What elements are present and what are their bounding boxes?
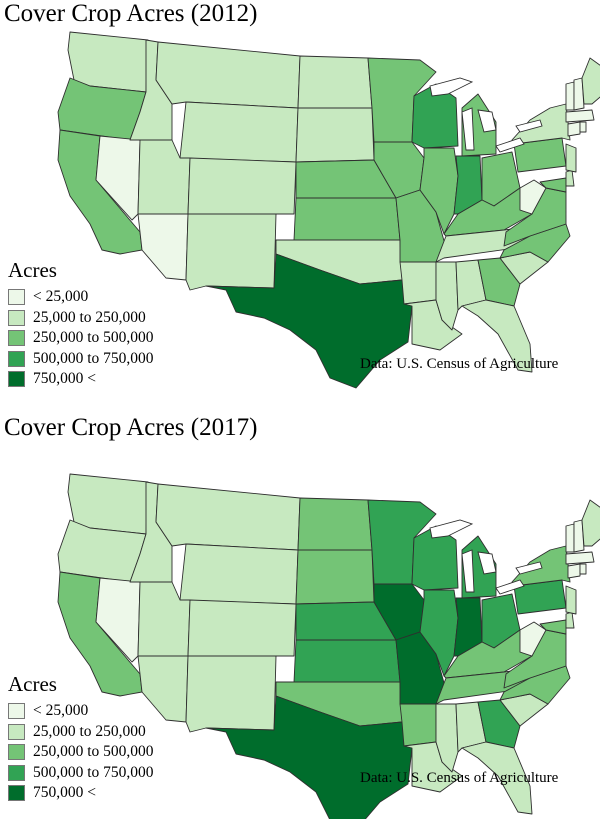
state-me [581, 499, 600, 547]
state-wy [179, 101, 299, 163]
state-co [187, 157, 297, 215]
us-choropleth-map-2017 [57, 473, 600, 819]
state-nd [297, 497, 373, 551]
state-ri [579, 121, 587, 133]
state-md [539, 177, 567, 193]
legend-swatch [8, 785, 25, 802]
state-ma [565, 109, 595, 123]
legend-label: 500,000 to 750,000 [33, 349, 154, 367]
legend-item: < 25,000 [8, 287, 154, 308]
legend-swatch [8, 289, 25, 306]
state-nj [565, 585, 577, 615]
state-ga [477, 257, 521, 307]
map-panel-2017: Cover Crop Acres (2017) Acres < 25,000 2… [0, 414, 600, 819]
us-choropleth-map-2012 [57, 31, 600, 389]
state-md [539, 619, 567, 635]
great-lake [429, 519, 474, 539]
state-nj [565, 143, 577, 173]
state-mt [155, 483, 301, 551]
legend-item: 25,000 to 250,000 [8, 308, 154, 329]
state-ct [567, 121, 581, 137]
state-sd [295, 549, 375, 605]
great-lake [477, 551, 497, 575]
legend-label: 750,000 < [33, 784, 96, 802]
legend-swatch [8, 764, 25, 781]
great-lake [429, 77, 474, 97]
legend: Acres < 25,000 25,000 to 250,000 250,000… [8, 258, 154, 390]
legend-swatch [8, 744, 25, 761]
map-panel-2012: Cover Crop Acres (2012) Acres < 25,000 2… [0, 0, 600, 405]
state-nh [573, 77, 585, 111]
state-nh [573, 519, 585, 553]
state-nm [185, 213, 277, 291]
legend-item: 500,000 to 750,000 [8, 349, 154, 370]
state-ar [399, 261, 437, 305]
state-vt [565, 523, 575, 553]
legend-item: 250,000 to 500,000 [8, 328, 154, 349]
legend-swatch [8, 371, 25, 388]
legend-label: 25,000 to 250,000 [33, 308, 146, 326]
legend-label: 25,000 to 250,000 [33, 722, 146, 740]
legend-item: 25,000 to 250,000 [8, 722, 154, 743]
state-me [581, 57, 600, 105]
great-lake [461, 549, 475, 593]
state-co [187, 599, 297, 657]
great-lake [515, 561, 543, 575]
state-de [565, 611, 575, 629]
great-lake [495, 579, 525, 595]
data-source-note: Data: U.S. Census of Agriculture [360, 356, 559, 372]
state-wv [519, 621, 547, 657]
map-title: Cover Crop Acres (2012) [4, 0, 258, 27]
state-wv [519, 179, 547, 215]
state-mt [155, 41, 301, 109]
legend-label: 250,000 to 500,000 [33, 743, 154, 761]
legend-label: 250,000 to 500,000 [33, 329, 154, 347]
legend-swatch [8, 330, 25, 347]
data-source-note: Data: U.S. Census of Agriculture [360, 770, 559, 786]
map-title: Cover Crop Acres (2017) [4, 414, 258, 441]
great-lake [495, 137, 525, 153]
state-fl [461, 299, 533, 373]
state-ct [567, 563, 581, 579]
legend-item: 250,000 to 500,000 [8, 742, 154, 763]
state-ks [293, 639, 401, 683]
legend-label: 500,000 to 750,000 [33, 763, 154, 781]
state-nm [185, 655, 277, 733]
state-wy [179, 543, 299, 605]
state-tx [205, 695, 413, 819]
legend-swatch [8, 723, 25, 740]
legend-title: Acres [8, 258, 57, 282]
state-tx [205, 253, 413, 389]
legend-label: < 25,000 [33, 288, 89, 306]
legend-swatch [8, 350, 25, 367]
legend-item: < 25,000 [8, 701, 154, 722]
legend-item: 750,000 < [8, 783, 154, 804]
state-sd [295, 107, 375, 163]
great-lake [515, 119, 543, 133]
legend-item: 500,000 to 750,000 [8, 763, 154, 784]
state-ma [565, 551, 595, 565]
legend: Acres < 25,000 25,000 to 250,000 250,000… [8, 672, 154, 804]
legend-swatch [8, 309, 25, 326]
state-nd [297, 55, 373, 109]
great-lake [461, 107, 475, 151]
state-fl [461, 741, 533, 815]
state-ar [399, 703, 437, 747]
state-ks [293, 197, 401, 241]
legend-swatch [8, 703, 25, 720]
great-lake [477, 109, 497, 133]
legend-item: 750,000 < [8, 369, 154, 390]
state-ri [579, 563, 587, 575]
state-vt [565, 81, 575, 111]
state-de [565, 169, 575, 187]
legend-title: Acres [8, 672, 57, 696]
legend-label: 750,000 < [33, 370, 96, 388]
legend-label: < 25,000 [33, 702, 89, 720]
state-ga [477, 699, 521, 749]
